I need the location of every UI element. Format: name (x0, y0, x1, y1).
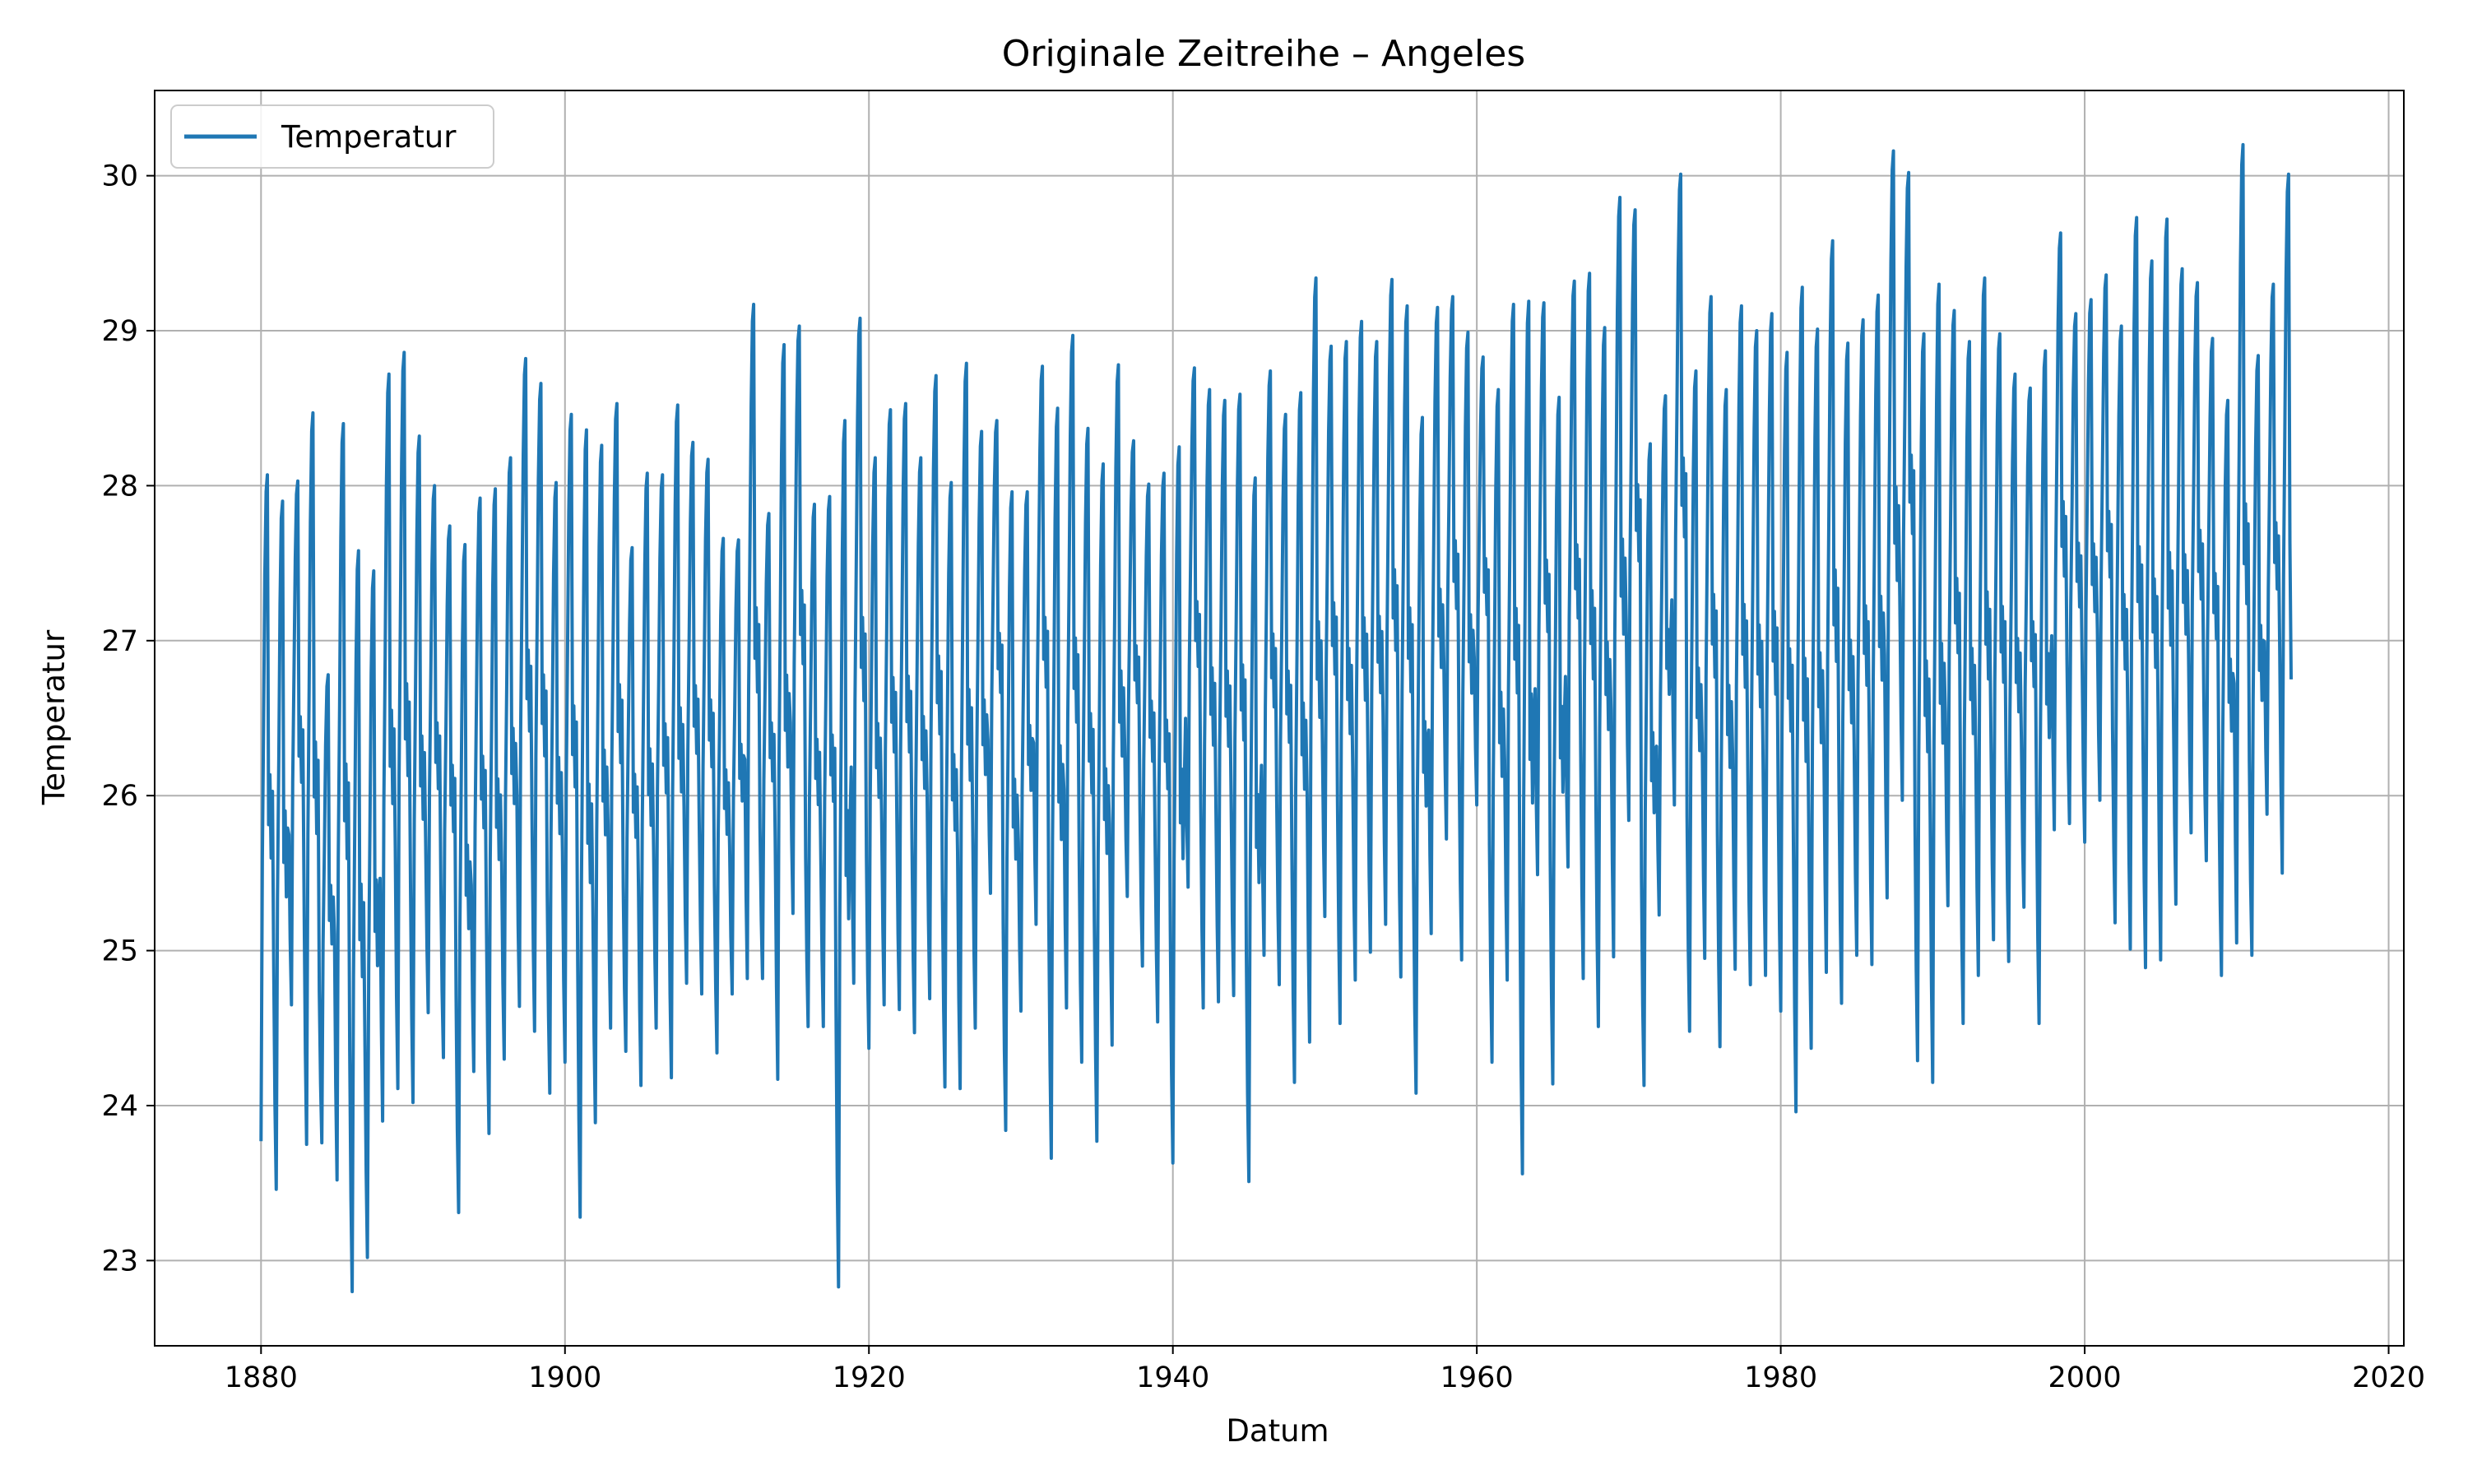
legend-label: Temperatur (281, 119, 457, 155)
x-tick-label: 2020 (2352, 1361, 2425, 1394)
y-tick-label: 26 (101, 780, 138, 813)
series-layer (259, 142, 2293, 1294)
x-tick-label: 1960 (1440, 1361, 1514, 1394)
y-tick-label: 25 (101, 935, 138, 968)
x-axis-label: Datum (1226, 1413, 1329, 1449)
x-tick-label: 2000 (2048, 1361, 2122, 1394)
y-tick-label: 27 (101, 625, 138, 658)
plot-area-frame (154, 90, 2405, 1347)
x-tick-label: 1880 (225, 1361, 298, 1394)
legend: Temperatur (170, 104, 494, 169)
y-tick-label: 29 (101, 315, 138, 348)
y-axis-label: Temperatur (36, 629, 72, 805)
chart-title: Originale Zeitreihe – Angeles (1002, 33, 1525, 75)
temperatur-series-line (259, 142, 2293, 1294)
x-tick-label: 1920 (833, 1361, 906, 1394)
x-tick-label: 1940 (1136, 1361, 1209, 1394)
y-tick-label: 28 (101, 470, 138, 503)
y-tick-label: 23 (101, 1245, 138, 1278)
legend-frame (170, 104, 494, 169)
axis-ticks: 1880 1900 1920 1940 1960 1980 2000 2020 23 24 25 26… (101, 160, 2425, 1394)
y-tick-label: 24 (101, 1090, 138, 1123)
x-tick-label: 1980 (1744, 1361, 1817, 1394)
y-tick-label: 30 (101, 160, 138, 193)
x-tick-label: 1900 (528, 1361, 601, 1394)
